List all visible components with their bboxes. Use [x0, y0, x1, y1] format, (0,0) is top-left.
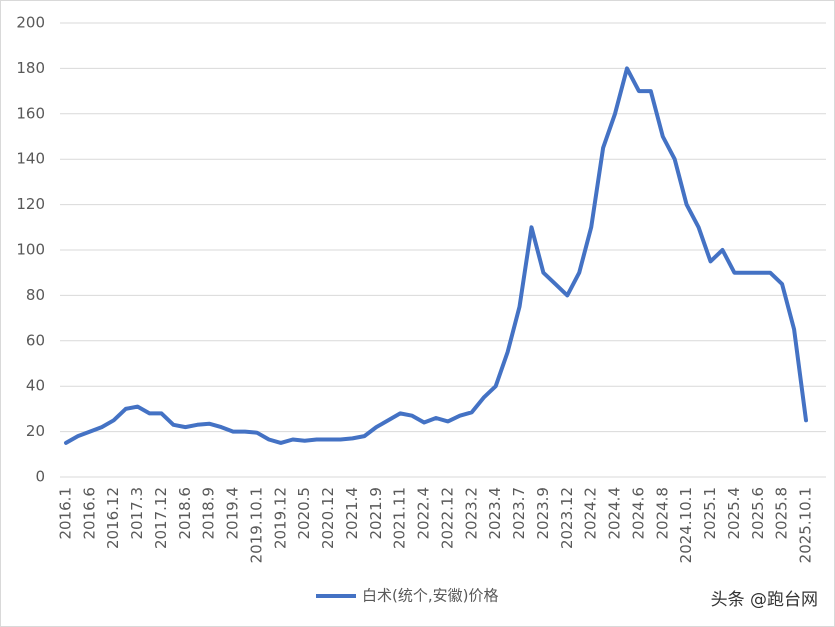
x-tick-label: 2019.12: [271, 487, 289, 549]
x-tick-label: 2025.6: [749, 487, 767, 540]
y-tick-label: 180: [16, 59, 45, 77]
x-tick-label: 2021.11: [391, 487, 409, 549]
y-tick-label: 140: [16, 150, 45, 168]
y-tick-label: 20: [26, 422, 45, 440]
y-tick-label: 160: [16, 104, 45, 122]
x-tick-label: 2025.8: [773, 487, 791, 540]
x-tick-label: 2019.10.1: [247, 487, 265, 563]
x-tick-label: 2025.4: [725, 487, 743, 540]
x-tick-label: 2022.4: [415, 487, 433, 540]
x-tick-label: 2023.7: [510, 487, 528, 540]
y-tick-label: 200: [16, 14, 45, 32]
x-tick-label: 2025.1: [701, 487, 719, 540]
x-tick-label: 2023.12: [558, 487, 576, 549]
x-tick-label: 2016.6: [80, 487, 98, 540]
x-tick-label: 2024.10.1: [677, 487, 695, 563]
line-series: [64, 66, 808, 445]
y-tick-label: 100: [16, 241, 45, 259]
x-tick-label: 2021.4: [343, 487, 361, 540]
legend-label: 白术(统个,安徽)价格: [362, 587, 498, 605]
y-tick-label: 120: [16, 195, 45, 213]
x-tick-label: 2016.1: [57, 487, 75, 540]
x-tick-label: 2024.8: [653, 487, 671, 540]
x-tick-label: 2024.2: [582, 487, 600, 540]
x-tick-label: 2017.3: [128, 487, 146, 540]
y-tick-label: 0: [35, 468, 45, 486]
x-tick-label: 2017.12: [152, 487, 170, 549]
x-tick-label: 2023.9: [534, 487, 552, 540]
x-tick-label: 2023.2: [462, 487, 480, 540]
x-tick-label: 2018.9: [200, 487, 218, 540]
y-tick-label: 60: [26, 331, 45, 349]
x-tick-label: 2023.4: [486, 487, 504, 540]
x-tick-label: 2022.12: [438, 487, 456, 549]
x-tick-label: 2024.6: [629, 487, 647, 540]
x-tick-label: 2024.4: [606, 487, 624, 540]
x-tick-label: 2020.5: [295, 487, 313, 540]
y-tick-label: 80: [26, 286, 45, 304]
watermark: 头条 @跑台网: [711, 590, 818, 610]
x-tick-label: 2025.10.1: [797, 487, 815, 563]
x-tick-label: 2020.12: [319, 487, 337, 549]
y-tick-label: 40: [26, 377, 45, 395]
x-tick-label: 2021.9: [367, 487, 385, 540]
x-tick-label: 2016.12: [104, 487, 122, 549]
x-tick-label: 2018.6: [176, 487, 194, 540]
x-tick-label: 2019.4: [224, 487, 242, 540]
